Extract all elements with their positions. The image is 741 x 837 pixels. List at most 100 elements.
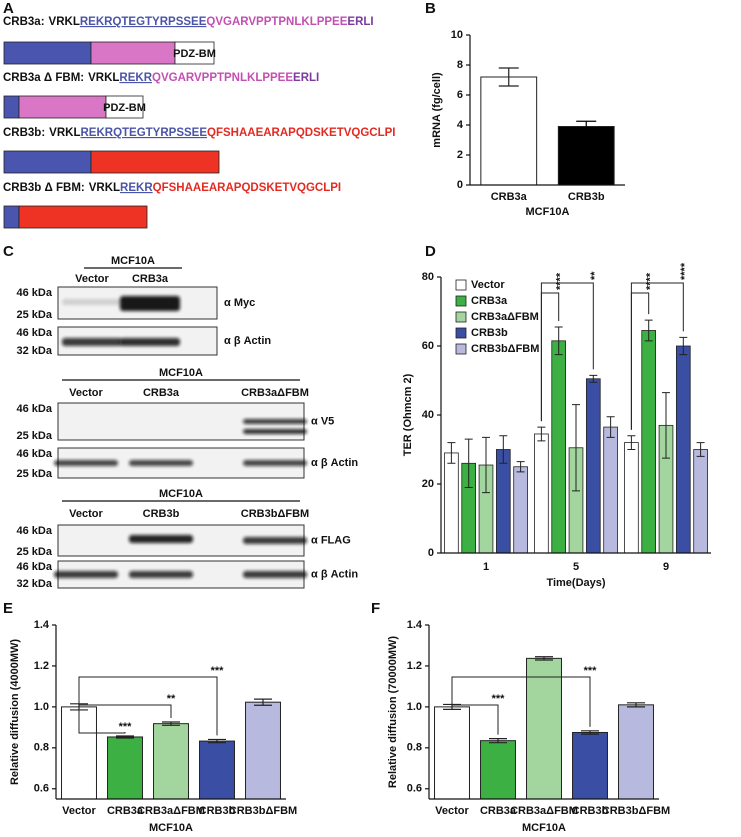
legend-label: CRB3bΔFBM [471, 343, 539, 355]
marker-label: 46 kDa [17, 327, 53, 339]
y-axis-label: Relative diffusion (70000MW) [387, 636, 399, 789]
y-tick-label: 40 [422, 409, 434, 421]
x-tick-label: CRB3b [568, 191, 605, 203]
blot-band [243, 571, 307, 578]
error-bar [482, 436, 490, 494]
y-tick-label: 6 [457, 89, 463, 101]
significance-bracket [630, 282, 684, 430]
significance-bracket [78, 699, 172, 719]
lane-label: Vector [69, 508, 103, 520]
y-tick-label: 0 [457, 179, 463, 191]
x-tick-label: 5 [573, 561, 579, 573]
construct-name: CRB3a: [3, 16, 45, 28]
bar [572, 731, 608, 800]
y-tick-label: 1.2 [407, 660, 422, 672]
x-tick-label: 9 [663, 561, 669, 573]
x-tick-label: 1 [483, 561, 489, 573]
pdz-box [174, 41, 215, 65]
x-tick-label: CRB3bΔFBM [229, 805, 297, 817]
tail-domain [18, 95, 107, 119]
antibody-label: α β Actin [311, 457, 358, 469]
significance-label: *** [211, 665, 225, 677]
y-tick-label: 8 [457, 59, 463, 71]
significance-label: **** [645, 272, 657, 290]
x-tick-label: CRB3a [480, 805, 517, 817]
x-tick-label: Vector [62, 805, 96, 817]
sequence-tail: QFSHAAEARAPQDSKETVQGCLPI [153, 182, 342, 194]
blot-band [129, 571, 193, 578]
blot-band [54, 571, 118, 578]
legend-swatch [455, 327, 467, 339]
fbm-motif: REKRQTEGTYRPSSEE [80, 127, 207, 139]
marker-label: 46 kDa [17, 403, 53, 415]
tail-domain [90, 41, 176, 65]
y-tick-label: 0.8 [34, 742, 49, 754]
y-tick-label: 1.0 [34, 701, 49, 713]
legend-swatch [455, 343, 467, 355]
x-tick-label: CRB3a [491, 191, 528, 203]
lane-label: CRB3a [143, 387, 180, 399]
cell-line-label: MCF10A [159, 488, 203, 500]
pdz-motif: ERLI [293, 72, 319, 84]
bar [526, 657, 562, 800]
marker-label: 25 kDa [17, 546, 53, 558]
y-tick-label: 0.6 [34, 783, 49, 795]
y-axis-label: TER (Ohmcm 2) [402, 373, 414, 456]
y-tick-label: 0.8 [407, 742, 422, 754]
construct-sequence: CRB3a: VRKLREKRQTEGTYRPSSEEQVGARVPPTPNLKL… [3, 16, 374, 28]
error-bar [576, 120, 597, 133]
error-bar [535, 656, 553, 661]
legend-swatch [455, 295, 467, 307]
y-tick-label: 1.4 [34, 619, 50, 631]
error-bar [116, 735, 134, 739]
blot-band [129, 535, 193, 543]
pdz-label: PDZ-BM [103, 102, 146, 114]
error-bar [499, 435, 508, 464]
bar [480, 740, 516, 800]
significance-bracket [78, 699, 126, 734]
blot-band [62, 299, 122, 305]
lane-label: CRB3a [132, 273, 169, 285]
blot-band [243, 429, 307, 434]
sequence-tail: QVGARVPPTPNLKLPPEE [152, 72, 293, 84]
significance-label: ** [589, 271, 601, 280]
error-bar [537, 426, 546, 442]
fbm-motif: REKR [119, 72, 152, 84]
x-tick-label: CRB3b [199, 805, 236, 817]
error-bar [554, 326, 563, 356]
antibody-label: α V5 [311, 415, 334, 427]
error-bar [162, 721, 180, 726]
tail-domain [18, 205, 148, 229]
error-bar [254, 698, 272, 706]
sequence-prefix: VRKL [49, 16, 80, 28]
pdz-motif: ERLI [347, 16, 373, 28]
error-bar [589, 374, 598, 383]
y-tick-label: 0 [428, 547, 434, 559]
x-tick-label: Vector [435, 805, 469, 817]
fbm-motif: REKRQTEGTYRPSSEE [80, 16, 207, 28]
bar [603, 426, 618, 554]
fbm-domain [3, 95, 20, 119]
legend-label: Vector [471, 279, 505, 291]
legend-label: CRB3aΔFBM [471, 311, 539, 323]
fbm-domain [3, 205, 20, 229]
marker-label: 46 kDa [17, 525, 53, 537]
construct-sequence: CRB3b: VRKLREKRQTEGTYRPSSEEQFSHAAEARAPQDS… [3, 127, 396, 139]
sequence-tail: QVGARVPPTPNLKLPPEE [206, 16, 347, 28]
error-bar [679, 336, 688, 356]
pdz-label: PDZ-BM [173, 48, 216, 60]
marker-label: 46 kDa [17, 561, 53, 573]
lane-label: CRB3b [143, 508, 180, 520]
fbm-domain [3, 41, 92, 65]
y-tick-label: 10 [451, 29, 463, 41]
error-bar [464, 438, 473, 488]
blot-band [54, 460, 118, 466]
lane-label: Vector [69, 387, 103, 399]
significance-label: *** [492, 693, 506, 705]
tail-domain [90, 150, 220, 174]
blot-band [243, 419, 307, 424]
error-bar [208, 738, 226, 744]
y-tick-label: 4 [457, 119, 464, 131]
marker-label: 25 kDa [17, 430, 53, 442]
